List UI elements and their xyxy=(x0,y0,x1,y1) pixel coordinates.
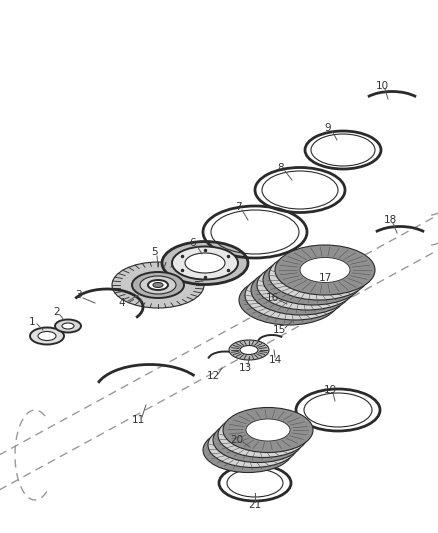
Ellipse shape xyxy=(153,282,163,287)
Ellipse shape xyxy=(270,282,320,308)
Text: 7: 7 xyxy=(235,202,241,212)
Ellipse shape xyxy=(226,439,270,461)
Ellipse shape xyxy=(300,257,350,282)
Ellipse shape xyxy=(239,275,339,325)
Text: 14: 14 xyxy=(268,355,282,365)
Text: 1: 1 xyxy=(28,317,35,327)
Ellipse shape xyxy=(236,429,280,451)
Ellipse shape xyxy=(282,272,332,297)
Ellipse shape xyxy=(257,260,357,310)
Text: 12: 12 xyxy=(206,371,219,381)
Ellipse shape xyxy=(213,417,303,463)
Ellipse shape xyxy=(241,424,285,446)
Ellipse shape xyxy=(185,253,225,273)
Ellipse shape xyxy=(140,276,176,294)
Text: 4: 4 xyxy=(119,298,125,308)
Ellipse shape xyxy=(208,423,298,467)
Text: 9: 9 xyxy=(325,123,331,133)
Ellipse shape xyxy=(251,265,351,315)
Ellipse shape xyxy=(245,270,345,320)
Ellipse shape xyxy=(246,419,290,441)
Ellipse shape xyxy=(294,262,344,287)
Ellipse shape xyxy=(112,262,204,308)
Ellipse shape xyxy=(275,245,375,295)
Ellipse shape xyxy=(38,332,56,341)
Text: 19: 19 xyxy=(323,385,337,395)
Ellipse shape xyxy=(229,340,269,360)
Ellipse shape xyxy=(231,434,275,456)
Text: 15: 15 xyxy=(272,325,286,335)
Text: 18: 18 xyxy=(383,215,397,225)
Ellipse shape xyxy=(288,268,338,293)
Ellipse shape xyxy=(148,280,168,290)
Text: 5: 5 xyxy=(152,247,158,257)
Ellipse shape xyxy=(240,345,258,354)
Text: 2: 2 xyxy=(54,307,60,317)
Ellipse shape xyxy=(172,246,238,279)
Ellipse shape xyxy=(263,255,363,305)
Ellipse shape xyxy=(203,427,293,472)
Text: 10: 10 xyxy=(375,81,389,91)
Ellipse shape xyxy=(223,408,313,453)
Text: 20: 20 xyxy=(230,435,244,445)
Ellipse shape xyxy=(55,319,81,333)
Ellipse shape xyxy=(276,278,326,303)
Ellipse shape xyxy=(264,287,314,312)
Ellipse shape xyxy=(218,413,308,457)
Ellipse shape xyxy=(30,327,64,344)
Text: 8: 8 xyxy=(278,163,284,173)
Text: 6: 6 xyxy=(190,238,196,248)
Ellipse shape xyxy=(269,250,369,300)
Text: 11: 11 xyxy=(131,415,145,425)
Text: 13: 13 xyxy=(238,363,251,373)
Text: 16: 16 xyxy=(265,293,279,303)
Text: 21: 21 xyxy=(248,500,261,510)
Text: 17: 17 xyxy=(318,273,332,283)
Ellipse shape xyxy=(162,241,248,285)
Ellipse shape xyxy=(132,272,184,298)
Ellipse shape xyxy=(62,323,74,329)
Text: 3: 3 xyxy=(75,290,81,300)
